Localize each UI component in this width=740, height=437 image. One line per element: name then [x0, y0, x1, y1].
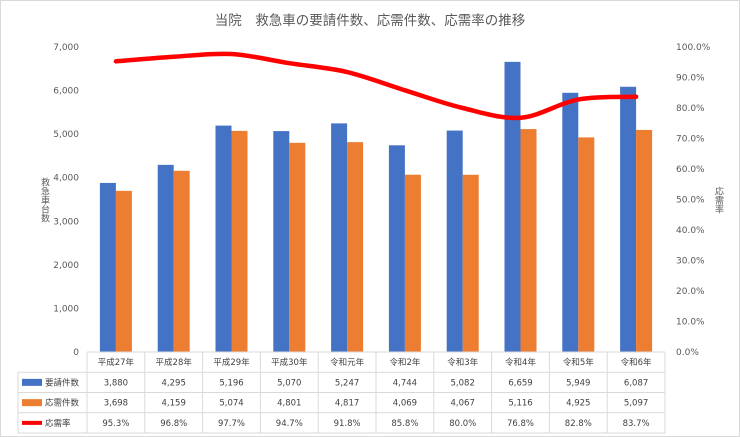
- bar-要請件数-3: [273, 131, 290, 352]
- data-table-cell: 6,659: [508, 378, 532, 388]
- data-table-cell: 5,196: [219, 378, 243, 388]
- data-table-cell: 3,880: [104, 378, 128, 388]
- bar-応需件数-2: [231, 130, 248, 352]
- y2-tick-label: 0.0%: [676, 348, 699, 358]
- y2-axis-title: 応需率: [713, 185, 724, 214]
- data-table-cell: 4,067: [451, 399, 475, 409]
- bar-要請件数-1: [157, 164, 174, 352]
- legend-label: 応需件数: [45, 398, 80, 409]
- y-tick-label: 4,000: [53, 174, 79, 184]
- data-table-cell: 4,801: [277, 399, 301, 409]
- data-table-cell: 82.8%: [565, 419, 592, 429]
- y-axis-title: 救急車台数: [39, 176, 50, 223]
- data-table-cell: 85.8%: [391, 419, 418, 429]
- category-label: 平成30年: [271, 357, 308, 368]
- y2-tick-label: 80.0%: [676, 104, 705, 114]
- y2-tick-label: 30.0%: [676, 257, 705, 267]
- bar-応需件数-0: [115, 190, 132, 352]
- legend-key-応需件数: [22, 399, 42, 407]
- data-table-cell: 5,070: [277, 378, 301, 388]
- bar-応需件数-5: [404, 174, 421, 352]
- category-label: 平成28年: [156, 357, 193, 368]
- data-table-cell: 5,247: [335, 378, 359, 388]
- y-tick-label: 0: [73, 348, 79, 358]
- legend-key-要請件数: [22, 378, 42, 386]
- y2-tick-label: 50.0%: [676, 196, 705, 206]
- data-table-cell: 5,097: [624, 399, 648, 409]
- bar-要請件数-7: [504, 61, 521, 353]
- y-tick-label: 1,000: [53, 304, 79, 314]
- data-table-cell: 4,744: [393, 378, 417, 388]
- y2-tick-label: 70.0%: [676, 135, 705, 145]
- y2-tick-label: 10.0%: [676, 318, 705, 328]
- bar-要請件数-2: [215, 125, 232, 352]
- y-tick-label: 2,000: [53, 261, 79, 271]
- data-table-cell: 5,116: [508, 399, 532, 409]
- bar-応需件数-3: [289, 142, 306, 352]
- bar-要請件数-6: [446, 130, 463, 352]
- y-tick-label: 6,000: [53, 87, 79, 97]
- data-table-cell: 83.7%: [623, 419, 650, 429]
- category-label: 平成27年: [98, 357, 135, 368]
- data-table-cell: 4,925: [566, 399, 590, 409]
- y-tick-label: 5,000: [53, 130, 79, 140]
- y2-tick-label: 60.0%: [676, 165, 705, 175]
- y2-tick-label: 40.0%: [676, 226, 705, 236]
- data-table-cell: 4,295: [162, 378, 186, 388]
- line-応需率: [113, 51, 639, 121]
- bar-応需件数-8: [578, 137, 595, 352]
- data-table-cell: 95.3%: [102, 419, 129, 429]
- data-table-cell: 4,159: [162, 399, 186, 409]
- category-label: 令和6年: [621, 357, 652, 368]
- bar-応需件数-7: [520, 129, 537, 352]
- data-table-cell: 4,069: [393, 399, 417, 409]
- category-label: 令和3年: [447, 357, 478, 368]
- y-tick-label: 7,000: [53, 43, 79, 53]
- data-table-cell: 5,074: [219, 399, 243, 409]
- bar-要請件数-0: [99, 182, 116, 352]
- data-table-cell: 3,698: [104, 399, 128, 409]
- bar-応需件数-6: [462, 174, 479, 352]
- data-table-cell: 80.0%: [449, 419, 476, 429]
- category-label: 令和元年: [330, 357, 365, 368]
- data-table-cell: 5,949: [566, 378, 590, 388]
- data-table-cell: 76.8%: [507, 419, 534, 429]
- y2-tick-label: 20.0%: [676, 287, 705, 297]
- data-table-cell: 6,087: [624, 378, 648, 388]
- bar-要請件数-4: [331, 123, 348, 353]
- bar-要請件数-5: [388, 145, 405, 352]
- bar-応需件数-9: [636, 129, 653, 352]
- data-table-cell: 4,817: [335, 399, 359, 409]
- bar-要請件数-9: [620, 86, 637, 353]
- y2-tick-label: 100.0%: [676, 43, 711, 53]
- bar-要請件数-8: [562, 92, 579, 352]
- category-label: 令和5年: [563, 357, 594, 368]
- data-table-cell: 94.7%: [276, 419, 303, 429]
- bar-応需件数-1: [173, 170, 190, 352]
- data-table-cell: 5,082: [451, 378, 475, 388]
- category-label: 令和2年: [389, 357, 420, 368]
- data-table-cell: 91.8%: [334, 419, 361, 429]
- data-table-cell: 96.8%: [160, 419, 187, 429]
- category-label: 平成29年: [213, 357, 250, 368]
- data-table-cell: 97.7%: [218, 419, 245, 429]
- legend-label: 応需率: [45, 418, 71, 429]
- category-label: 令和4年: [505, 357, 536, 368]
- bar-応需件数-4: [347, 142, 364, 352]
- chart-title: 当院 救急車の要請件数、応需件数、応需率の推移: [215, 12, 526, 29]
- y-tick-label: 3,000: [53, 217, 79, 227]
- y2-tick-label: 90.0%: [676, 74, 705, 84]
- legend-label: 要請件数: [45, 377, 80, 388]
